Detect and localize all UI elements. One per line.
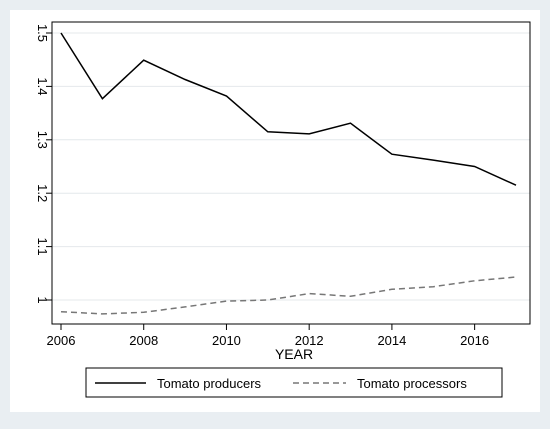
y-tick-label: 1.4 [35, 77, 50, 95]
series-line-1 [60, 32, 517, 186]
axes: 1 1.1 1.2 1.3 1.4 1.5 2006 2008 2010 2012 2014 2016 [35, 21, 531, 348]
x-tick-label: 2016 [460, 333, 489, 348]
y-tick-label: 1.5 [35, 24, 50, 42]
x-axis-title: YEAR [275, 346, 313, 362]
plot-area [52, 22, 530, 324]
legend: Tomato producers Tomato processors [85, 367, 503, 398]
y-tick-label: 1 [35, 296, 50, 303]
legend-label-2: Tomato processors [357, 376, 467, 391]
x-tick-label: 2014 [377, 333, 406, 348]
x-tick-label: 2006 [47, 333, 76, 348]
series-lines [60, 32, 517, 315]
x-tick-label: 2010 [212, 333, 241, 348]
y-tick-label: 1.2 [35, 184, 50, 202]
plot-frame [51, 21, 531, 325]
series-line-2 [60, 276, 517, 315]
grid-lines [52, 32, 530, 301]
y-tick-label: 1.1 [35, 238, 50, 256]
x-tick-label: 2008 [129, 333, 158, 348]
legend-label-1: Tomato producers [157, 376, 262, 391]
x-tick-label: 2012 [295, 333, 324, 348]
y-tick-label: 1.3 [35, 131, 50, 149]
